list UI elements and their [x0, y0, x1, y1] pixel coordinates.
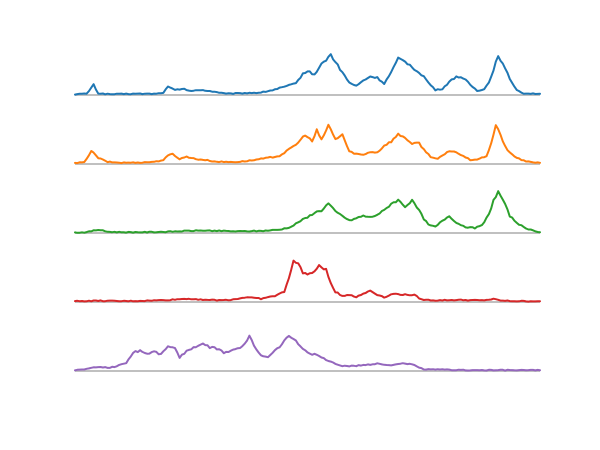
- series-row-3: [74, 190, 541, 234]
- series-line-4: [74, 259, 541, 303]
- series-line-2: [74, 123, 541, 165]
- series-row-5: [74, 334, 541, 372]
- series-row-1: [74, 53, 541, 96]
- series-row-4: [74, 259, 541, 303]
- series-line-5: [74, 334, 541, 372]
- series-line-1: [74, 53, 541, 96]
- series-row-2: [74, 123, 541, 165]
- series-rows: [74, 53, 541, 372]
- series-line-3: [74, 190, 541, 234]
